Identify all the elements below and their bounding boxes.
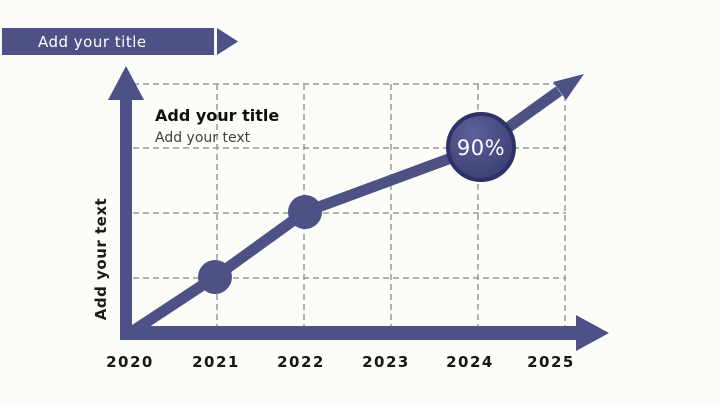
highlight-label: 90% bbox=[456, 136, 506, 160]
y-axis-label: Add your text bbox=[92, 197, 110, 321]
chart-title: Add your title bbox=[155, 106, 280, 125]
slide-title: Add your title bbox=[38, 32, 147, 51]
data-point-2021 bbox=[198, 260, 232, 294]
slide-title-banner-rect: Add your title bbox=[2, 28, 214, 55]
x-tick-2021: 2021 bbox=[192, 353, 240, 371]
x-axis-shaft bbox=[120, 326, 576, 340]
y-axis-shaft bbox=[120, 96, 132, 340]
trend-arrowhead-icon bbox=[553, 74, 584, 100]
chart-subtitle: Add your text bbox=[155, 130, 251, 146]
highlight-circle bbox=[446, 112, 516, 182]
y-axis-arrowhead-icon bbox=[108, 66, 144, 100]
x-tick-2020: 2020 bbox=[106, 353, 154, 371]
x-tick-2024: 2024 bbox=[446, 353, 494, 371]
x-axis-arrowhead-icon bbox=[576, 315, 609, 351]
x-tick-2025: 2025 bbox=[527, 353, 575, 371]
x-tick-2022: 2022 bbox=[277, 353, 325, 371]
x-tick-2023: 2023 bbox=[362, 353, 410, 371]
data-point-2022 bbox=[288, 195, 322, 229]
slide-title-banner: Add your title bbox=[2, 28, 238, 55]
